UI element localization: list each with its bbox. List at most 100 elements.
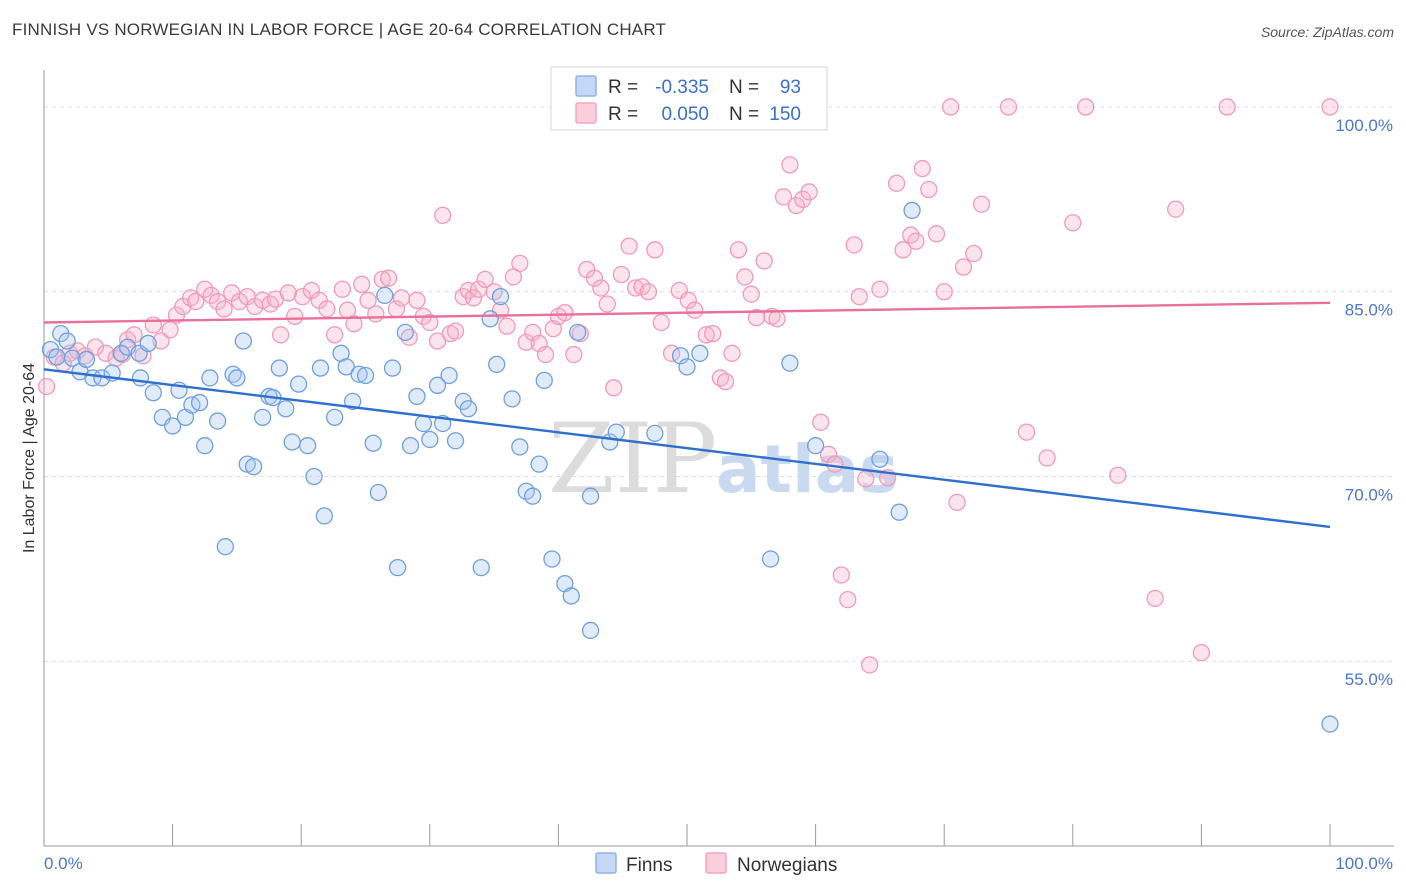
norwegians-point bbox=[755, 252, 773, 270]
norwegians-point bbox=[293, 287, 312, 306]
finns-point bbox=[112, 344, 130, 362]
norwegians-point bbox=[598, 295, 616, 313]
norwegians-point bbox=[392, 289, 411, 307]
norwegians-point bbox=[723, 344, 741, 362]
finns-point bbox=[440, 366, 458, 385]
finns-point bbox=[356, 366, 375, 385]
finns-trend-line bbox=[43, 368, 1331, 529]
finns-point bbox=[511, 438, 529, 456]
norwegians-point bbox=[556, 304, 574, 322]
finns-point bbox=[325, 408, 344, 427]
norwegians-point bbox=[1038, 449, 1056, 467]
trend-lines bbox=[43, 301, 1331, 529]
series-legend: Finns Norwegians bbox=[595, 852, 837, 876]
norwegians-point bbox=[704, 324, 722, 343]
norwegians-point bbox=[1109, 466, 1127, 484]
norwegians-point bbox=[345, 315, 363, 333]
norwegians-point bbox=[408, 291, 426, 309]
finns-point bbox=[890, 503, 908, 521]
norwegians-point bbox=[826, 455, 844, 473]
y-tick-label: 100.0% bbox=[1335, 116, 1393, 135]
y-tick-label: 55.0% bbox=[1345, 670, 1393, 689]
norwegians-point bbox=[196, 280, 214, 298]
norwegians-point bbox=[1321, 98, 1339, 116]
finns-point bbox=[163, 417, 182, 435]
norwegians-point bbox=[787, 196, 805, 215]
norwegians-point bbox=[379, 269, 398, 287]
norwegians-point bbox=[202, 286, 220, 305]
stats-legend-box bbox=[550, 66, 828, 131]
norwegians-point bbox=[1017, 423, 1036, 441]
norwegians-point bbox=[894, 241, 912, 259]
norwegians-point bbox=[646, 241, 664, 259]
x-tick-label-min: 0.0% bbox=[44, 854, 83, 873]
finns-point bbox=[63, 349, 81, 367]
finns-point bbox=[401, 437, 420, 455]
watermark: ZIP atlas bbox=[548, 403, 899, 515]
norwegians-point bbox=[736, 268, 754, 286]
finns-point bbox=[283, 433, 301, 451]
norwegians-point bbox=[565, 345, 583, 364]
finns-r-label: R = bbox=[608, 77, 638, 98]
norwegians-n-value: 150 bbox=[769, 104, 801, 125]
norwegians-point bbox=[965, 244, 983, 263]
norwegians-point bbox=[498, 317, 516, 335]
norwegians-point bbox=[585, 269, 604, 287]
finns-point bbox=[646, 424, 664, 443]
norwegians-point bbox=[729, 241, 748, 259]
legend-norwegians-swatch bbox=[705, 852, 727, 874]
watermark-zip: ZIP bbox=[548, 403, 717, 515]
finns-point bbox=[388, 558, 407, 577]
finns-point bbox=[691, 344, 709, 362]
norwegians-point bbox=[215, 300, 233, 318]
legend-norwegians-label: Norwegians bbox=[737, 855, 837, 876]
norwegians-point bbox=[421, 313, 439, 332]
norwegians-point bbox=[954, 258, 973, 276]
finns-point bbox=[383, 359, 402, 377]
finns-point bbox=[58, 332, 76, 350]
norwegians-point bbox=[1146, 589, 1164, 608]
norwegians-point bbox=[679, 291, 697, 309]
finns-point bbox=[581, 621, 600, 640]
y-tick-labels: 55.0% 70.0% 85.0% 100.0% bbox=[1335, 116, 1393, 689]
legend-finns-label: Finns bbox=[626, 855, 672, 876]
y-axis-label: In Labor Force | Age 20-64 bbox=[21, 363, 38, 553]
norwegians-point bbox=[626, 279, 645, 297]
finns-point bbox=[488, 355, 506, 374]
finns-points bbox=[41, 92, 1339, 733]
axes bbox=[43, 70, 1394, 847]
finns-point bbox=[190, 393, 209, 412]
norwegians-point bbox=[857, 470, 875, 488]
norwegians-r-label: R = bbox=[608, 104, 638, 125]
norwegians-point bbox=[325, 326, 344, 344]
norwegians-point bbox=[359, 291, 377, 309]
norwegians-point bbox=[1192, 643, 1211, 662]
norwegians-point bbox=[161, 321, 179, 339]
finns-point bbox=[396, 323, 415, 342]
norwegians-point bbox=[972, 195, 991, 213]
norwegians-point bbox=[476, 270, 494, 289]
finns-point bbox=[144, 384, 162, 402]
norwegians-point bbox=[697, 326, 715, 344]
norwegians-point bbox=[871, 280, 889, 298]
finns-point bbox=[524, 487, 542, 505]
norwegians-point bbox=[686, 301, 704, 319]
norwegians-point bbox=[839, 591, 857, 609]
finns-point bbox=[472, 558, 490, 577]
finns-point bbox=[1321, 715, 1339, 733]
norwegians-point bbox=[913, 159, 931, 178]
norwegians-point bbox=[428, 332, 447, 350]
x-tick-label-max: 100.0% bbox=[1335, 854, 1393, 873]
norwegians-point bbox=[511, 254, 529, 273]
source-credit: Source: ZipAtlas.com bbox=[1260, 24, 1394, 40]
norwegians-point bbox=[812, 413, 830, 431]
norwegians-swatch bbox=[575, 102, 597, 124]
norwegians-point bbox=[1064, 214, 1082, 232]
finns-point bbox=[315, 507, 333, 525]
norwegians-point bbox=[639, 283, 658, 301]
finns-point bbox=[364, 434, 382, 452]
finns-point bbox=[562, 587, 580, 605]
norwegians-point bbox=[850, 287, 868, 306]
norwegians-point bbox=[845, 236, 863, 254]
finns-point bbox=[311, 359, 330, 377]
